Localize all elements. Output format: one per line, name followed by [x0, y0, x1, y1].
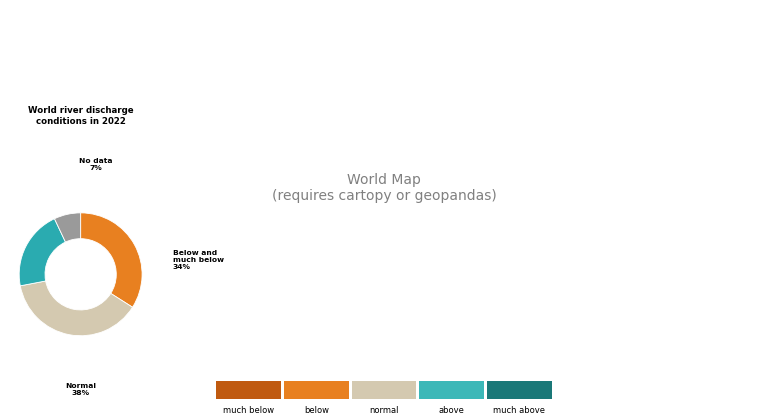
Text: Normal
38%: Normal 38% [65, 382, 96, 395]
Bar [284, 382, 349, 399]
Bar [217, 382, 281, 399]
Text: much below: much below [223, 406, 274, 413]
Bar [419, 382, 484, 399]
Wedge shape [81, 214, 142, 308]
Wedge shape [19, 219, 65, 286]
Text: above: above [439, 406, 465, 413]
Text: below: below [304, 406, 329, 413]
Text: World river discharge
conditions in 2022: World river discharge conditions in 2022 [28, 106, 134, 126]
Wedge shape [55, 214, 81, 242]
Text: much above: much above [493, 406, 545, 413]
Bar [487, 382, 551, 399]
Text: Below and
much below
34%: Below and much below 34% [173, 249, 223, 269]
Text: World Map
(requires cartopy or geopandas): World Map (requires cartopy or geopandas… [272, 173, 496, 203]
Wedge shape [20, 281, 133, 336]
Bar [352, 382, 416, 399]
Text: No data
7%: No data 7% [79, 157, 113, 171]
Text: normal: normal [369, 406, 399, 413]
